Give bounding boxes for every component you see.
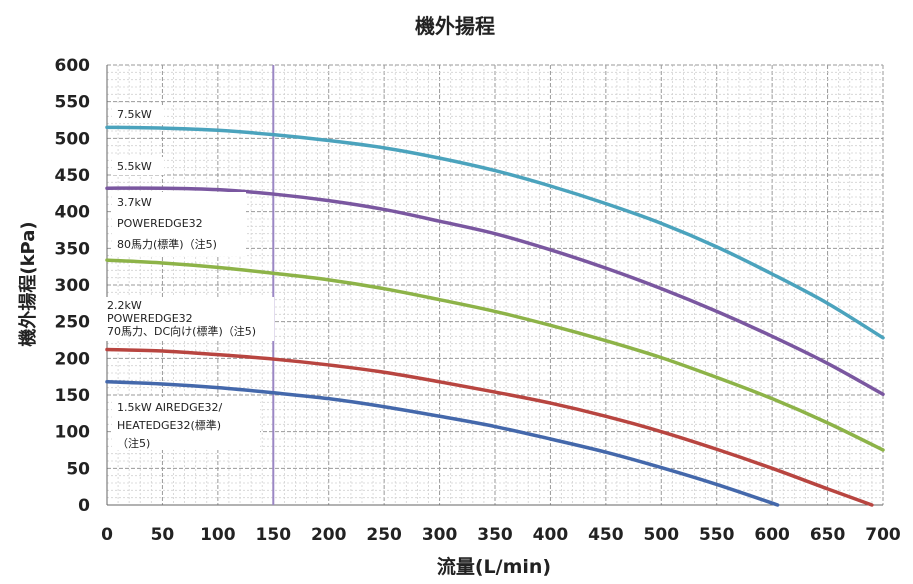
series-label-box-1 bbox=[112, 157, 164, 175]
x-tick-label: 700 bbox=[865, 525, 901, 545]
y-tick-label: 100 bbox=[55, 423, 91, 443]
y-tick-label: 550 bbox=[55, 93, 91, 113]
series-label-0-line-0: 7.5kW bbox=[117, 108, 152, 121]
chart-title: 機外揚程 bbox=[415, 14, 495, 38]
series-layer bbox=[105, 125, 885, 507]
x-tick-label: 600 bbox=[754, 525, 790, 545]
x-tick-label: 350 bbox=[477, 525, 513, 545]
series-label-3-line-2: 70馬力、DC向け(標準)（注5) bbox=[107, 324, 256, 338]
series-label-layer: 7.5kW 5.5kW 3.7kW POWEREDGE32 80馬力(標準)（注5) 2.… bbox=[102, 105, 274, 450]
series-label-2-line-1: POWEREDGE32 bbox=[117, 217, 203, 230]
x-tick-label: 100 bbox=[200, 525, 236, 545]
series-label-1-line-0: 5.5kW bbox=[117, 160, 152, 173]
x-tick-label: 650 bbox=[810, 525, 846, 545]
y-tick-label: 50 bbox=[66, 459, 90, 479]
y-tick-label: 250 bbox=[55, 313, 91, 333]
series-label-4-line-1: HEATEDGE32(標準) bbox=[117, 418, 221, 432]
series-label-box-4 bbox=[112, 397, 260, 450]
series-line-0 bbox=[105, 125, 885, 340]
x-tick-label: 0 bbox=[101, 525, 113, 545]
series-line-2 bbox=[105, 258, 885, 452]
x-tick-label: 250 bbox=[366, 525, 402, 545]
y-tick-label: 200 bbox=[55, 349, 91, 369]
x-tick-label: 50 bbox=[151, 525, 175, 545]
y-tick-label: 450 bbox=[55, 166, 91, 186]
series-label-box-3 bbox=[102, 297, 274, 341]
series-line-4 bbox=[105, 380, 780, 507]
y-tick-label: 350 bbox=[55, 239, 91, 259]
y-tick-label: 0 bbox=[78, 496, 90, 516]
series-label-2-line-2: 80馬力(標準)（注5) bbox=[117, 237, 217, 251]
y-tick-label: 600 bbox=[55, 56, 91, 76]
x-tick-label: 450 bbox=[588, 525, 624, 545]
y-tick-label: 300 bbox=[55, 276, 91, 296]
y-tick-label: 150 bbox=[55, 386, 91, 406]
series-line-1 bbox=[105, 186, 885, 397]
y-axis-label: 機外揚程(kPa) bbox=[17, 221, 39, 346]
x-tick-label: 550 bbox=[699, 525, 735, 545]
x-tick-label: 200 bbox=[311, 525, 347, 545]
x-tick-label: 150 bbox=[256, 525, 292, 545]
series-label-4-line-2: （注5) bbox=[117, 436, 150, 450]
x-tick-label: 300 bbox=[422, 525, 458, 545]
y-tick-label: 500 bbox=[55, 129, 91, 149]
x-axis-label: 流量(L/min) bbox=[437, 555, 551, 578]
series-label-box-2 bbox=[112, 192, 246, 256]
series-line-3 bbox=[105, 347, 874, 507]
y-tick-label: 400 bbox=[55, 203, 91, 223]
x-tick-label: 500 bbox=[644, 525, 680, 545]
tick-labels: 0 50 100 150 200 250 300 350 400 450 500 550 600 650 7… bbox=[55, 56, 901, 545]
series-label-3-line-0: 2.2kW bbox=[107, 299, 142, 312]
series-label-3-line-1: POWEREDGE32 bbox=[107, 312, 193, 325]
series-label-box-0 bbox=[112, 105, 164, 123]
x-tick-label: 400 bbox=[533, 525, 569, 545]
series-label-4-line-0: 1.5kW AIREDGE32/ bbox=[117, 401, 223, 414]
series-label-2-line-0: 3.7kW bbox=[117, 196, 152, 209]
